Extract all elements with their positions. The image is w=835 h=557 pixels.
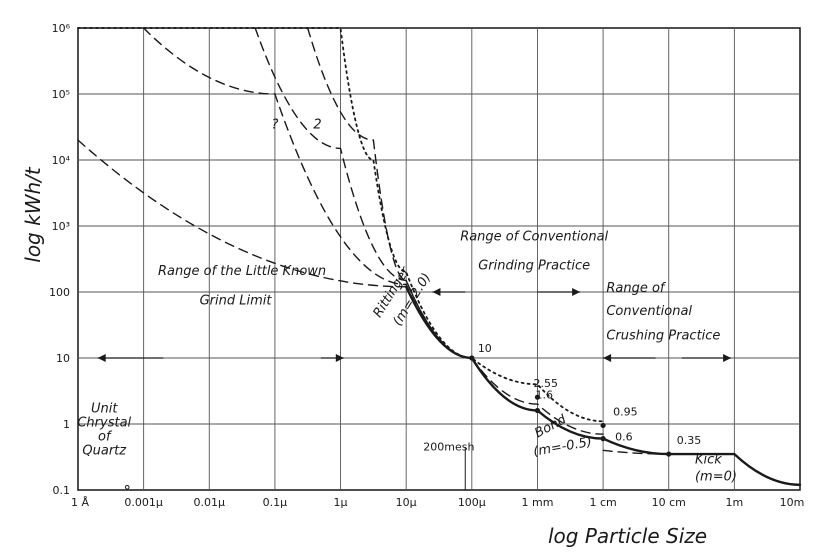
point-label: 0.6 [615,431,633,444]
unit-crystal-label: Quartz [82,443,127,458]
grind-limit-arrowhead-left [97,354,106,362]
point-label: 0.95 [613,405,638,418]
x-tick-label: 0.001μ [124,496,163,509]
x-tick-label: 1μ [334,496,348,509]
unit-crystal-label: Chrystal [77,415,131,430]
annotations-layer: 102.551.60.950.6 0.35Rittinger(m=-2.0)Bon… [77,118,737,490]
grid [77,27,801,491]
y-axis-label: log kWh/t [21,166,45,263]
curve-label-two: 2 [313,118,321,133]
x-tick-label: 0.01μ [194,496,226,509]
x-tick-label: 1m [726,496,744,509]
x-tick-label: 10m [780,496,805,509]
series-layer [77,27,802,486]
unit-crystal-marker [124,484,130,490]
point-label: 0.35 [677,434,702,447]
x-tick-label: 1 Å [71,496,89,509]
series-line-1 [471,357,604,435]
crushing-arrowhead-left [603,354,612,362]
crushing-label: Crushing Practice [606,329,720,344]
kick-sub-label: (m=0) [695,469,737,484]
curve-label-question: ? [271,118,278,133]
point-label: 1.6 [535,389,553,402]
x-tick-label: 1 cm [589,496,616,509]
data-point-marker [469,355,475,361]
crushing-arrowhead-right [723,354,732,362]
y-tick-label: 100 [49,286,70,299]
y-tick-label: 10 [56,352,70,365]
crushing-label: Conventional [606,304,692,319]
grinding-label: Grinding Practice [478,258,590,273]
series-line-3 [307,27,473,359]
series-line-0 [77,27,604,423]
y-tick-label: 10⁶ [52,22,71,35]
x-tick-label: 100μ [458,496,486,509]
y-tick-label: 1 [63,418,70,431]
unit-crystal-label: of [98,429,113,444]
unit-crystal-label: Unit [91,401,118,416]
mesh-label: 200mesh [423,440,474,453]
x-tick-label: 0.1μ [263,496,288,509]
x-tick-label: 10μ [396,496,417,509]
series-line-5 [142,27,473,359]
crushing-label: Range of [606,281,667,296]
x-tick-label: 1 mm [521,496,553,509]
x-tick-label: 10 cm [652,496,686,509]
y-tick-label: 10⁴ [52,154,71,167]
grind-limit-label: Range of the Little Known [158,264,326,279]
y-tick-label: 0.1 [53,484,71,497]
grinding-label: Range of Conventional [460,230,608,245]
point-label: 2.55 [533,377,558,390]
x-axis-label: log Particle Size [548,524,707,548]
grind-limit-arrowhead-right [335,354,344,362]
tick-labels: 1 Å 0.001μ 0.01μ 0.1μ 1μ 10μ 100μ 1 mm 1 cm 10 cm… [49,22,804,509]
y-tick-label: 10³ [52,220,70,233]
data-point-marker [534,394,541,400]
data-point-marker [534,407,541,414]
data-point-marker [600,436,606,442]
data-point-marker [666,451,672,457]
series-line-4 [254,27,473,359]
y-tick-label: 10⁵ [52,88,70,101]
point-label: 10 [478,342,492,355]
plot-frame [77,27,801,491]
grinding-arrowhead-left [432,288,441,296]
grind-limit-label: Grind Limit [200,293,273,308]
grinding-arrowhead-right [572,288,581,296]
series-line-7 [405,285,802,486]
kick-label: Kick [695,453,722,468]
data-point-marker [600,422,606,429]
